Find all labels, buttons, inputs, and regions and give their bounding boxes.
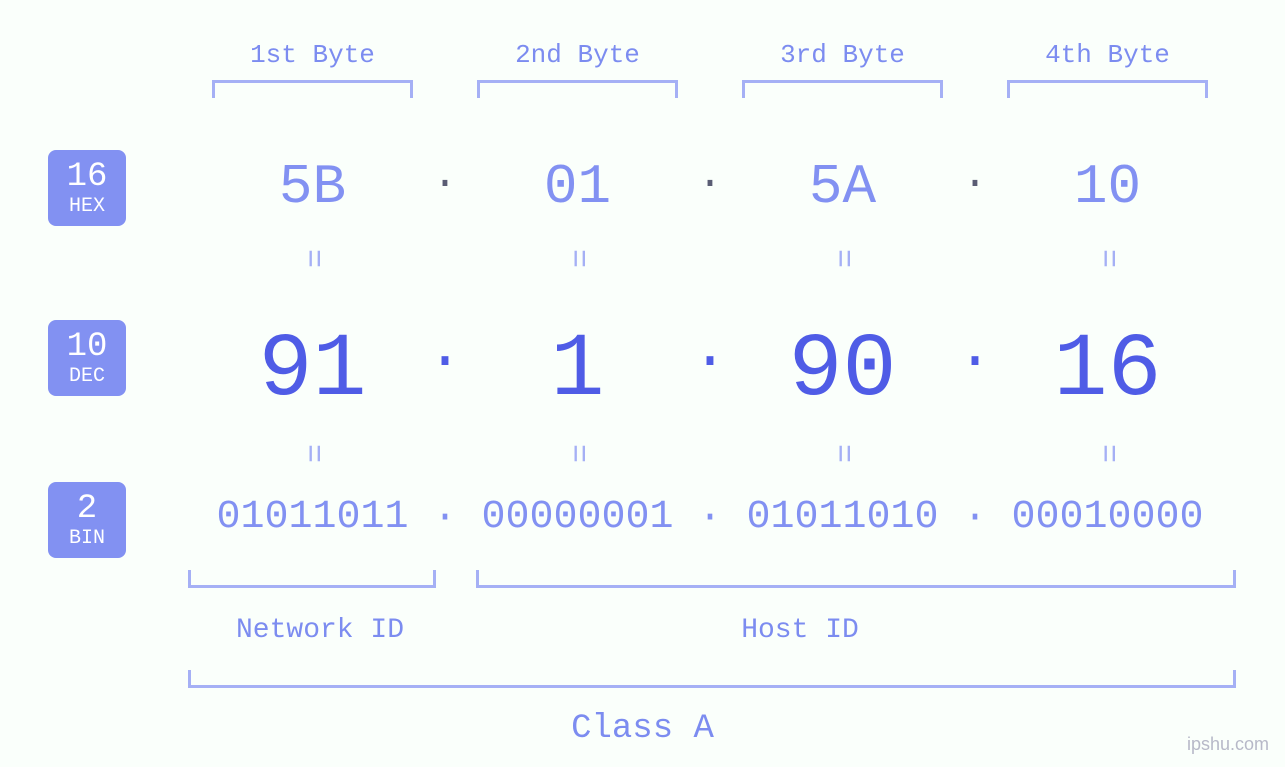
eq-row-1: = = = = — [180, 240, 1240, 277]
bin-dot-3: . — [945, 488, 1005, 533]
byte-header-row: 1st Byte 2nd Byte 3rd Byte 4th Byte — [180, 40, 1240, 70]
byte-header-1: 1st Byte — [180, 40, 445, 70]
eq-2-1: = — [180, 435, 445, 472]
class-bracket — [188, 670, 1236, 688]
top-bracket-4 — [975, 80, 1240, 104]
hex-byte-3: 5A — [710, 155, 975, 219]
badge-dec-num: 10 — [48, 330, 126, 364]
eq-1-1: = — [180, 240, 445, 277]
diagram-container: 1st Byte 2nd Byte 3rd Byte 4th Byte 16 H… — [0, 0, 1285, 767]
byte-header-4: 4th Byte — [975, 40, 1240, 70]
eq-2-4: = — [975, 435, 1240, 472]
network-id-label: Network ID — [220, 615, 420, 646]
dec-byte-1: 91 — [180, 320, 445, 422]
eq-1-4: = — [975, 240, 1240, 277]
top-brackets — [180, 80, 1240, 104]
top-bracket-3 — [710, 80, 975, 104]
bin-byte-2: 00000001 — [445, 495, 710, 540]
hex-byte-1: 5B — [180, 155, 445, 219]
badge-hex-num: 16 — [48, 160, 126, 194]
badge-bin-label: BIN — [48, 528, 126, 550]
hex-dot-3: . — [945, 151, 1005, 199]
class-label: Class A — [0, 710, 1285, 748]
eq-2-2: = — [445, 435, 710, 472]
byte-header-2: 2nd Byte — [445, 40, 710, 70]
badge-bin: 2 BIN — [48, 482, 126, 558]
hex-byte-4: 10 — [975, 155, 1240, 219]
bin-byte-3: 01011010 — [710, 495, 975, 540]
hex-dot-2: . — [680, 151, 740, 199]
hex-dot-1: . — [415, 151, 475, 199]
top-bracket-2 — [445, 80, 710, 104]
bin-dot-1: . — [415, 488, 475, 533]
badge-dec: 10 DEC — [48, 320, 126, 396]
host-bracket — [476, 570, 1236, 588]
dec-byte-2: 1 — [445, 320, 710, 422]
bin-byte-4: 00010000 — [975, 495, 1240, 540]
byte-header-3: 3rd Byte — [710, 40, 975, 70]
badge-dec-label: DEC — [48, 366, 126, 388]
bin-byte-1: 01011011 — [180, 495, 445, 540]
watermark: ipshu.com — [1187, 734, 1269, 755]
network-bracket — [188, 570, 436, 588]
eq-1-2: = — [445, 240, 710, 277]
eq-row-2: = = = = — [180, 435, 1240, 472]
dec-dot-2: . — [680, 316, 740, 384]
top-bracket-1 — [180, 80, 445, 104]
eq-2-3: = — [710, 435, 975, 472]
dec-dot-3: . — [945, 316, 1005, 384]
badge-hex-label: HEX — [48, 196, 126, 218]
badge-hex: 16 HEX — [48, 150, 126, 226]
hex-byte-2: 01 — [445, 155, 710, 219]
badge-bin-num: 2 — [48, 492, 126, 526]
eq-1-3: = — [710, 240, 975, 277]
host-id-label: Host ID — [700, 615, 900, 646]
dec-dot-1: . — [415, 316, 475, 384]
dec-byte-4: 16 — [975, 320, 1240, 422]
dec-byte-3: 90 — [710, 320, 975, 422]
bin-dot-2: . — [680, 488, 740, 533]
